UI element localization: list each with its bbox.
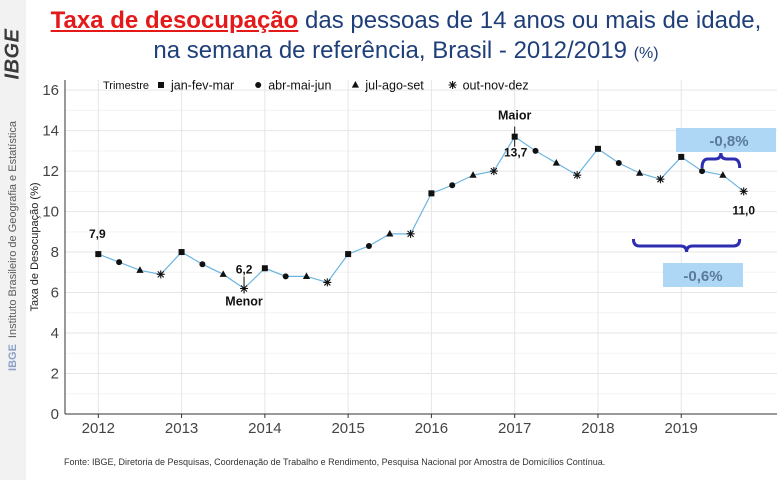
x-tick-label: 2018	[581, 420, 614, 437]
data-point	[428, 190, 435, 197]
data-point	[365, 242, 372, 249]
annotation-delta-top: -0,8%	[709, 133, 748, 150]
y-tick-label: 16	[42, 82, 59, 99]
title-line-2: na semana de referência, Brasil - 2012/2…	[40, 36, 772, 69]
y-tick-label: 4	[51, 325, 59, 342]
data-point	[552, 158, 560, 166]
data-point	[699, 168, 706, 175]
x-tick-label: 2017	[498, 420, 531, 437]
data-point	[635, 169, 644, 176]
annotation-delta-bottom: -0,6%	[683, 268, 722, 285]
title-line-2-text: na semana de referência, Brasil - 2012/2…	[153, 37, 628, 64]
data-point	[345, 251, 352, 258]
data-point	[178, 249, 185, 256]
y-tick-label: 12	[42, 163, 59, 180]
annotation-menor: Menor	[225, 294, 263, 308]
data-point	[739, 187, 748, 196]
x-tick-label: 2012	[82, 420, 115, 437]
legend-marker	[351, 81, 359, 88]
y-tick-label: 10	[42, 204, 59, 221]
legend-title: Trimestre	[103, 80, 149, 92]
data-point	[489, 167, 498, 176]
brace-bottom	[631, 238, 742, 253]
y-tick-label: 14	[42, 123, 59, 140]
data-point	[116, 259, 123, 266]
title-unit: (%)	[633, 45, 659, 62]
data-point	[156, 270, 165, 279]
x-tick-label: 2019	[665, 420, 698, 437]
y-tick-label: 0	[51, 406, 59, 423]
title-highlight: Taxa de desocupação	[50, 7, 299, 34]
data-point	[594, 145, 601, 152]
data-point	[261, 265, 268, 272]
point-value-label: 7,9	[89, 227, 106, 241]
data-point	[406, 229, 415, 238]
data-point	[95, 251, 102, 258]
annotation-box-bottom	[663, 263, 743, 287]
chart-title: Taxa de desocupação das pessoas de 14 an…	[40, 6, 772, 69]
legend-marker	[158, 82, 164, 88]
y-axis-label: Taxa de Desocupação (%)	[29, 182, 41, 311]
x-tick-label: 2015	[331, 420, 364, 437]
data-point	[656, 175, 665, 184]
legend-marker	[448, 81, 457, 89]
data-point	[219, 270, 227, 277]
annotation-maior: Maior	[498, 109, 531, 123]
legend-item-label: jan-fev-mar	[170, 79, 234, 93]
data-point	[532, 147, 539, 154]
data-point	[469, 171, 477, 178]
x-tick-label: 2016	[415, 420, 448, 437]
data-point	[136, 266, 144, 273]
data-point	[302, 272, 311, 279]
data-point	[386, 229, 394, 237]
data-point	[719, 171, 727, 178]
annotation-box-top	[676, 128, 776, 152]
legend-marker	[255, 82, 262, 88]
legend-item-label: abr-mai-jun	[268, 79, 331, 93]
side-brand-bar: IBGE IBGEInstituto Brasileiro de Geograf…	[0, 0, 26, 480]
data-point	[573, 171, 582, 180]
y-tick-label: 6	[51, 285, 59, 302]
title-rest: das pessoas de 14 anos ou mais de idade,	[298, 7, 762, 34]
x-tick-label: 2014	[248, 420, 281, 437]
data-point	[282, 273, 289, 280]
point-value-label: 11,0	[732, 203, 755, 217]
point-value-label: 6,2	[236, 262, 253, 276]
data-point	[678, 153, 685, 160]
title-line-1: Taxa de desocupação das pessoas de 14 an…	[40, 6, 772, 36]
data-point	[449, 182, 456, 189]
y-tick-label: 8	[51, 244, 59, 261]
data-point	[199, 261, 206, 268]
legend-item-label: out-nov-dez	[463, 79, 529, 93]
brace-top	[700, 152, 742, 169]
y-tick-label: 2	[51, 366, 59, 383]
data-point	[323, 278, 332, 287]
point-value-label: 13,7	[504, 146, 528, 160]
series-line	[98, 135, 745, 290]
x-tick-label: 2013	[165, 420, 198, 437]
legend-item-label: jul-ago-set	[364, 79, 424, 93]
source-note: Fonte: IBGE, Diretoria de Pesquisas, Coo…	[64, 457, 606, 467]
data-point	[615, 159, 622, 166]
